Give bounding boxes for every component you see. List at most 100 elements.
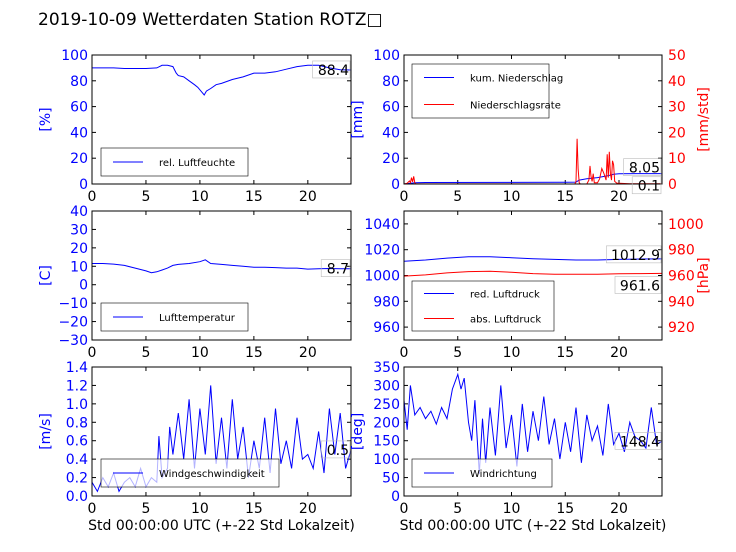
plot-frame: [91, 210, 352, 341]
legend-label: Windgeschwindigkeit: [159, 469, 265, 480]
last-value-box: [320, 259, 351, 277]
y-tick-label: 0: [79, 278, 88, 294]
x-tick-label: 10: [191, 345, 209, 361]
x-tick-label: 10: [503, 345, 521, 361]
series-line-1: [404, 138, 662, 184]
x-tick-label: 20: [299, 501, 317, 517]
y-axis-label: [%]: [38, 107, 54, 131]
last-value-label: 88.4: [318, 63, 349, 79]
x-tick-label: 15: [556, 501, 574, 517]
last-value-label: 148.4: [620, 434, 660, 450]
y-tick-label: 60: [382, 100, 400, 116]
y-tick-label: 200: [373, 415, 400, 431]
x-tick-label: 0: [88, 345, 97, 361]
legend-label: Niederschlagsrate: [470, 101, 561, 112]
y-tick-label: 300: [373, 378, 400, 394]
legend-label: abs. Luftdruck: [470, 315, 541, 326]
y-tick-label-right: 960: [668, 269, 695, 285]
y-tick-label: 20: [70, 241, 88, 257]
y-tick-label: 0: [391, 489, 400, 505]
chart-windspeed: 0 5 10 15 20 0.0 0.2 0.4 0.6 0.8 1.0 1.2 1.4 [m/s] Std…: [38, 360, 355, 534]
y-tick-label-right: 920: [668, 320, 695, 336]
x-tick-label: 5: [141, 189, 150, 205]
chart-temperature: 0 5 10 15 20 −30 −20 −10 0 10 20 30 40 [C] Lufttempera…: [38, 204, 352, 361]
plot-frame: [403, 54, 663, 185]
x-tick-label: 20: [299, 189, 317, 205]
x-axis-label: Std 00:00:00 UTC (+-22 Std Lokalzeit): [400, 518, 667, 534]
y-tick-label: 30: [70, 222, 88, 238]
x-tick-label: 15: [245, 345, 263, 361]
x-tick-label: 10: [191, 189, 209, 205]
y-tick-label: 350: [373, 360, 400, 376]
y-axis-label: [mm]: [350, 100, 366, 138]
last-value-box: [606, 245, 662, 264]
y-tick-label-right: 50: [668, 48, 686, 64]
y-axis-label: [m/s]: [38, 413, 54, 450]
y-tick-label-right: 30: [668, 100, 686, 116]
y-tick-label: 0.4: [66, 452, 88, 468]
series-line-0: [404, 173, 662, 184]
x-tick-label: 5: [453, 345, 462, 361]
last-value-label: 1012.9: [611, 248, 660, 264]
series-line-0: [404, 372, 662, 474]
y-tick-label: 40: [70, 204, 88, 220]
legend-label: rel. Luftfeuchte: [159, 158, 235, 169]
legend-label: Lufttemperatur: [159, 313, 236, 324]
y-tick-label: −20: [58, 315, 88, 331]
chart-precipitation: 0 5 10 15 20 0 20 40 60 80 100 0 10 20 30 40 50 [mm] [mm/s…: [350, 48, 712, 205]
y-tick-label: 0.0: [66, 489, 88, 505]
x-tick-label: 15: [556, 345, 574, 361]
y-tick-label: 1040: [364, 217, 400, 233]
x-tick-label: 15: [245, 189, 263, 205]
last-value-label: 8.7: [327, 262, 349, 278]
y-tick-label: 100: [373, 452, 400, 468]
x-tick-label: 20: [610, 189, 628, 205]
legend-label: Windrichtung: [470, 469, 537, 480]
x-tick-label: 0: [400, 345, 409, 361]
y-tick-label: 80: [382, 74, 400, 90]
last-value-box: [623, 158, 662, 176]
x-tick-label: 10: [503, 189, 521, 205]
x-tick-label: 0: [88, 501, 97, 517]
x-tick-label: 0: [400, 189, 409, 205]
y-tick-label: 0.6: [66, 434, 88, 450]
last-value-box: [614, 276, 662, 294]
last-value-box: [312, 60, 351, 79]
x-tick-label: 5: [453, 189, 462, 205]
y-axis-label: [C]: [38, 265, 54, 286]
x-axis-label: Std 00:00:00 UTC (+-22 Std Lokalzeit): [88, 518, 355, 534]
legend-box: [411, 63, 550, 119]
last-value-label: 961.6: [620, 278, 660, 294]
y-axis-label-right: [mm/std]: [696, 87, 712, 152]
y-tick-label: 250: [373, 397, 400, 413]
y-tick-label-right: 1000: [668, 217, 704, 233]
y-tick-label: 100: [61, 48, 88, 64]
y-tick-label-right: 40: [668, 74, 686, 90]
y-tick-label: 980: [373, 294, 400, 310]
y-tick-label: 80: [70, 74, 88, 90]
y-tick-label: −10: [58, 296, 88, 312]
plot-frame: [403, 366, 663, 497]
y-tick-label: −30: [58, 333, 88, 349]
legend-box: [411, 280, 555, 332]
y-tick-label: 10: [70, 259, 88, 275]
y-axis-label-right: [hPa]: [696, 257, 712, 293]
series-line-0: [92, 259, 351, 274]
y-tick-label: 100: [373, 48, 400, 64]
x-tick-label: 10: [503, 501, 521, 517]
y-tick-label: 20: [382, 151, 400, 167]
y-tick-label: 1000: [364, 269, 400, 285]
y-tick-label-right: 0: [668, 177, 677, 193]
x-tick-label: 0: [400, 501, 409, 517]
plot-frame: [403, 210, 663, 341]
y-tick-label: 0.8: [66, 415, 88, 431]
chart-humidity: 0 5 10 15 20 0 20 40 60 80 100 [%] rel. Luftfeuchte 8…: [38, 48, 352, 205]
x-tick-label: 20: [610, 501, 628, 517]
y-tick-label-right: 940: [668, 294, 695, 310]
last-value-label: 8.05: [629, 161, 660, 177]
y-tick-label: 1.0: [66, 397, 88, 413]
y-tick-label: 40: [70, 125, 88, 141]
y-tick-label-right: 980: [668, 243, 695, 259]
